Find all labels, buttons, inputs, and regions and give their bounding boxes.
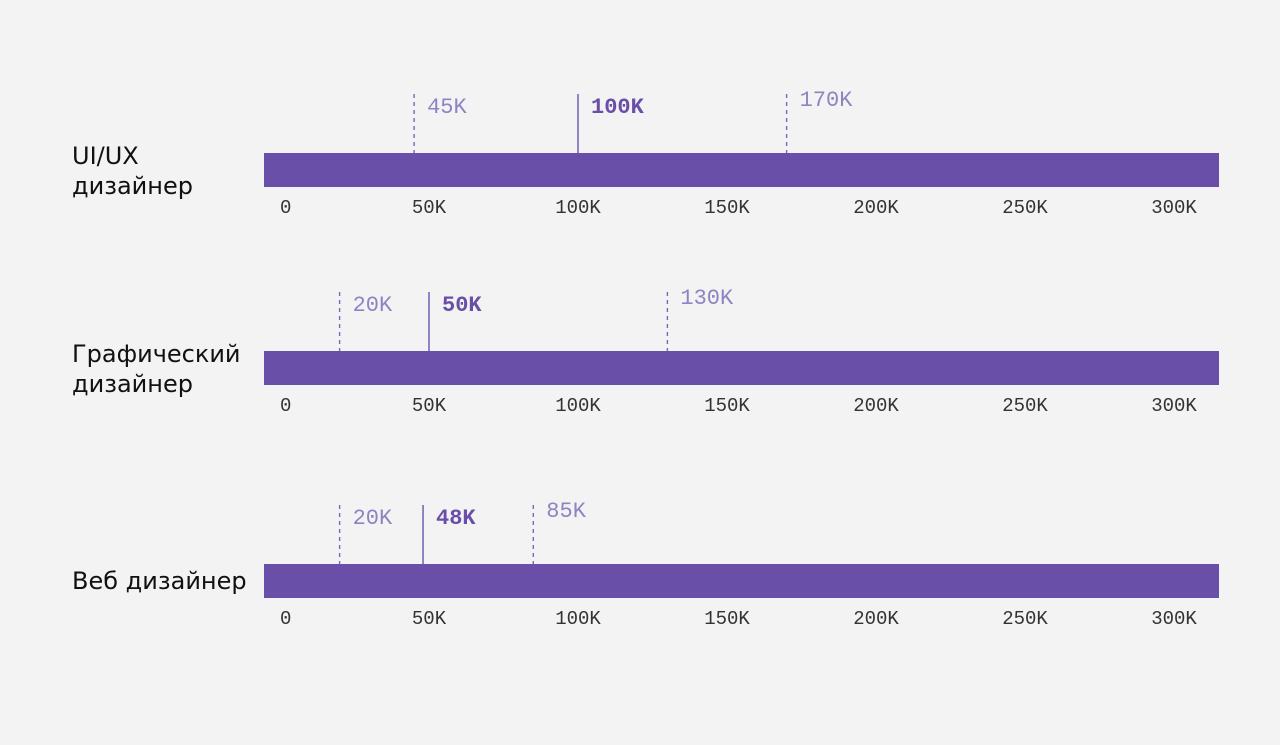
tick-label: 150K [704, 197, 750, 219]
tick-label: 50K [412, 395, 447, 417]
median-marker-label: 48K [436, 506, 476, 531]
tick-label: 50K [412, 197, 447, 219]
tick-label: 150K [704, 608, 750, 630]
tick-label: 0 [280, 395, 291, 417]
salary-bar [264, 153, 1219, 187]
median-marker-label: 50K [442, 293, 482, 318]
tick-label: 300K [1151, 197, 1197, 219]
tick-label: 0 [280, 197, 291, 219]
tick-label: 250K [1002, 608, 1048, 630]
max-marker-label: 85K [546, 499, 586, 524]
tick-label: 250K [1002, 197, 1048, 219]
tick-label: 50K [412, 608, 447, 630]
tick-label: 150K [704, 395, 750, 417]
role-label: дизайнер [72, 172, 193, 200]
max-marker-label: 170K [800, 88, 854, 113]
salary-bar [264, 564, 1219, 598]
salary-bar [264, 351, 1219, 385]
role-label: Веб дизайнер [72, 567, 247, 595]
role-label: дизайнер [72, 370, 193, 398]
tick-label: 200K [853, 395, 899, 417]
min-marker-label: 45K [427, 95, 467, 120]
salary-row: Веб дизайнер 0 50K 100K 150K 200K 250K 300K 20K 4… [72, 499, 1219, 630]
tick-label: 100K [555, 608, 601, 630]
median-marker-label: 100K [591, 95, 645, 120]
role-label: UI/UX [72, 142, 139, 170]
tick-label: 200K [853, 608, 899, 630]
tick-label: 100K [555, 197, 601, 219]
tick-label: 200K [853, 197, 899, 219]
min-marker-label: 20K [353, 293, 393, 318]
role-label: Графический [72, 340, 241, 368]
tick-label: 250K [1002, 395, 1048, 417]
tick-label: 300K [1151, 395, 1197, 417]
min-marker-label: 20K [353, 506, 393, 531]
tick-label: 0 [280, 608, 291, 630]
max-marker-label: 130K [680, 286, 734, 311]
tick-label: 300K [1151, 608, 1197, 630]
tick-label: 100K [555, 395, 601, 417]
